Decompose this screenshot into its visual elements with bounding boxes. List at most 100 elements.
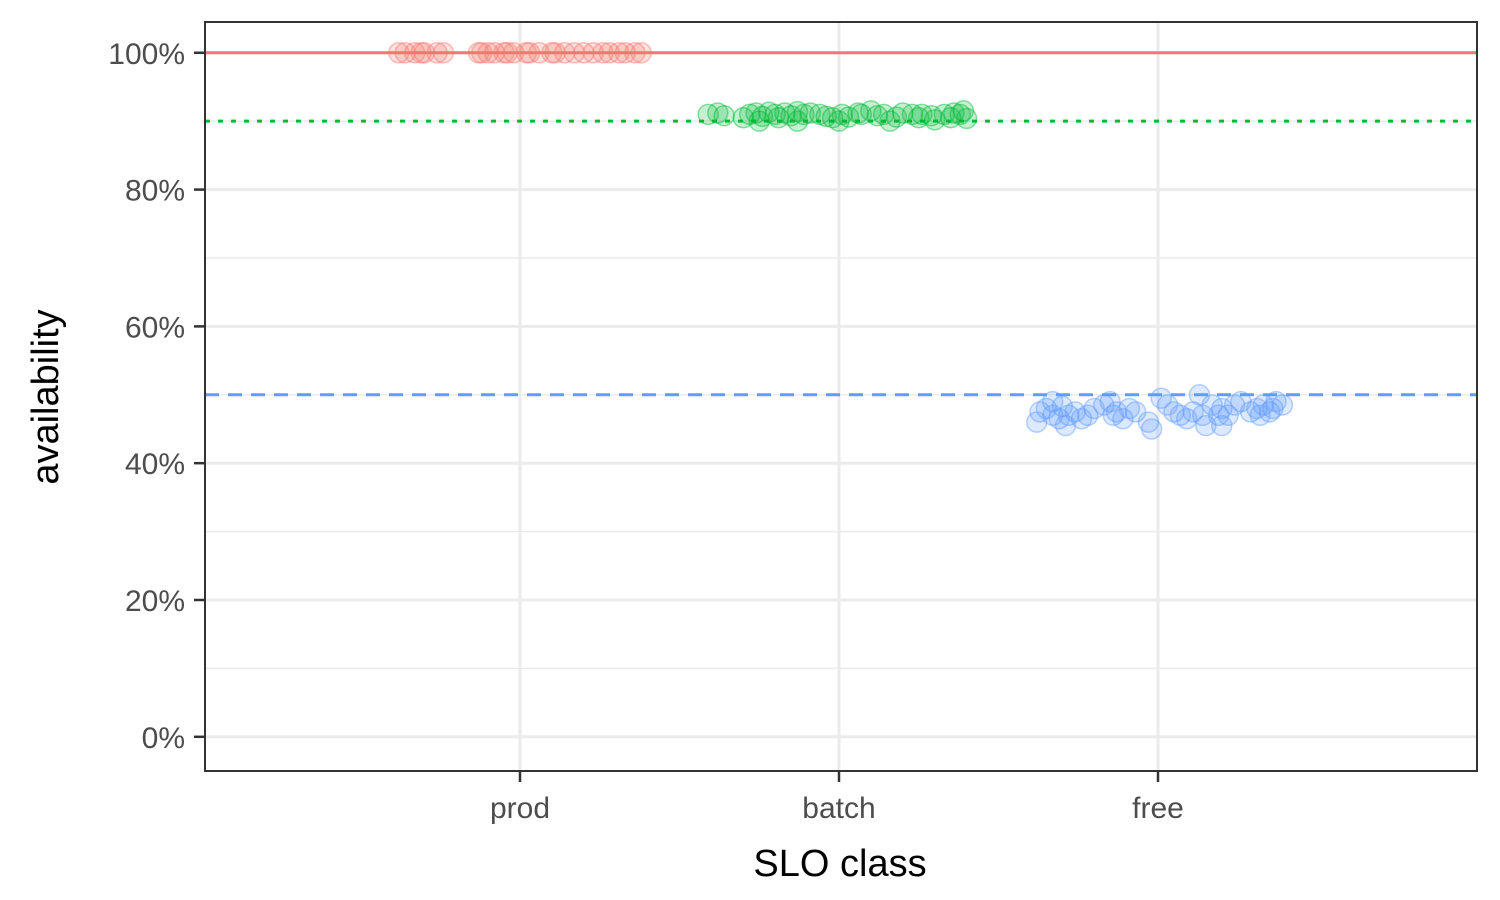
- data-point-batch: [774, 102, 796, 124]
- y-tick-label: 60%: [125, 311, 185, 344]
- tick-labels: 0% 20% 40% 60% 80% 100% prod batch free: [108, 38, 1184, 825]
- data-point-batch: [850, 103, 873, 126]
- data-point-prod: [493, 42, 515, 64]
- data-point-prod: [608, 42, 630, 64]
- data-point-free: [1195, 414, 1217, 437]
- data-point-prod: [403, 42, 426, 64]
- data-point-batch: [821, 107, 844, 129]
- y-tick-label: 80%: [125, 175, 185, 208]
- data-point-free: [1057, 404, 1080, 427]
- data-point-batch: [732, 107, 755, 129]
- data-point-free: [1105, 401, 1128, 423]
- data-point-batch: [697, 103, 719, 126]
- data-point-batch: [799, 102, 822, 124]
- data-point-prod: [563, 42, 585, 64]
- data-point-free: [1051, 395, 1074, 418]
- data-point-batch: [738, 103, 761, 126]
- data-point-free: [1140, 418, 1163, 440]
- data-point-batch: [751, 105, 774, 128]
- data-point-free: [1188, 384, 1211, 406]
- data-point-prod: [582, 42, 605, 64]
- y-axis-title: availability: [25, 309, 67, 484]
- data-point-prod: [528, 42, 550, 64]
- data-point-free: [1048, 407, 1070, 430]
- data-point-free: [1262, 397, 1284, 420]
- data-point-prod: [541, 42, 563, 64]
- data-point-free: [1182, 401, 1204, 423]
- x-tick-label: batch: [802, 792, 875, 825]
- data-point-batch: [952, 100, 975, 122]
- data-point-prod: [544, 42, 566, 64]
- data-point-prod: [502, 42, 525, 64]
- data-point-prod: [614, 42, 637, 64]
- data-point-prod: [467, 42, 490, 64]
- data-point-free: [1217, 404, 1239, 427]
- data-point-free: [1156, 394, 1179, 416]
- data-point-free: [1041, 404, 1064, 427]
- x-tick-label: prod: [490, 792, 550, 825]
- y-tick-label: 0%: [142, 722, 185, 755]
- data-point-batch: [860, 100, 882, 122]
- data-point-batch: [713, 104, 735, 127]
- data-point-free: [1083, 397, 1105, 420]
- data-point-prod: [426, 42, 448, 64]
- axis-ticks: [194, 51, 1160, 782]
- data-point-batch: [885, 106, 908, 128]
- data-point-free: [1265, 390, 1287, 413]
- data-point-batch: [879, 110, 901, 132]
- data-point-free: [1249, 404, 1271, 427]
- data-point-prod: [432, 42, 455, 64]
- data-point-batch: [892, 102, 914, 124]
- data-point-batch: [908, 107, 930, 129]
- data-point-prod: [518, 42, 541, 64]
- data-point-free: [1271, 394, 1294, 416]
- data-point-batch: [745, 102, 767, 124]
- data-point-prod: [598, 42, 621, 64]
- y-tick-label: 20%: [125, 585, 185, 618]
- data-point-prod: [496, 42, 518, 64]
- data-point-prod: [477, 42, 499, 64]
- data-point-prod: [394, 42, 416, 64]
- data-point-free: [1201, 394, 1223, 416]
- data-point-batch: [847, 102, 869, 124]
- data-point-free: [1169, 404, 1192, 427]
- data-point-free: [1093, 394, 1115, 416]
- data-point-batch: [920, 104, 943, 127]
- data-point-free: [1112, 407, 1134, 430]
- data-point-prod: [592, 42, 614, 64]
- data-point-free: [1246, 397, 1268, 420]
- data-point-batch: [911, 103, 933, 126]
- data-point-free: [1211, 414, 1233, 437]
- data-point-prod: [413, 42, 436, 64]
- data-point-batch: [866, 104, 889, 127]
- data-point-prod: [630, 42, 652, 64]
- data-point-free: [1041, 390, 1064, 413]
- data-point-free: [1150, 387, 1172, 409]
- data-point-batch: [786, 100, 809, 123]
- data-point-batch: [780, 104, 802, 127]
- data-point-prod: [624, 42, 646, 64]
- data-point-batch: [748, 110, 770, 132]
- data-point-free: [1207, 404, 1230, 427]
- data-point-free: [1070, 407, 1093, 430]
- x-axis-title: SLO class: [753, 843, 926, 885]
- data-point-free: [1099, 390, 1121, 413]
- data-point-batch: [949, 103, 971, 126]
- data-point-free: [1077, 404, 1099, 427]
- data-point-batch: [815, 105, 837, 128]
- data-point-batch: [943, 102, 965, 124]
- data-point-batch: [939, 107, 962, 129]
- data-point-batch: [831, 103, 853, 126]
- reference-lines: [205, 51, 1477, 397]
- data-point-free: [1029, 401, 1051, 423]
- data-point-prod: [388, 42, 410, 64]
- data-point-free: [1211, 397, 1233, 420]
- data-point-free: [1054, 414, 1077, 437]
- data-point-free: [1252, 394, 1275, 416]
- data-point-free: [1223, 394, 1246, 416]
- data-point-prod: [410, 42, 432, 64]
- data-point-batch: [809, 103, 831, 126]
- data-point-batch: [707, 102, 729, 124]
- data-point-prod: [470, 42, 493, 64]
